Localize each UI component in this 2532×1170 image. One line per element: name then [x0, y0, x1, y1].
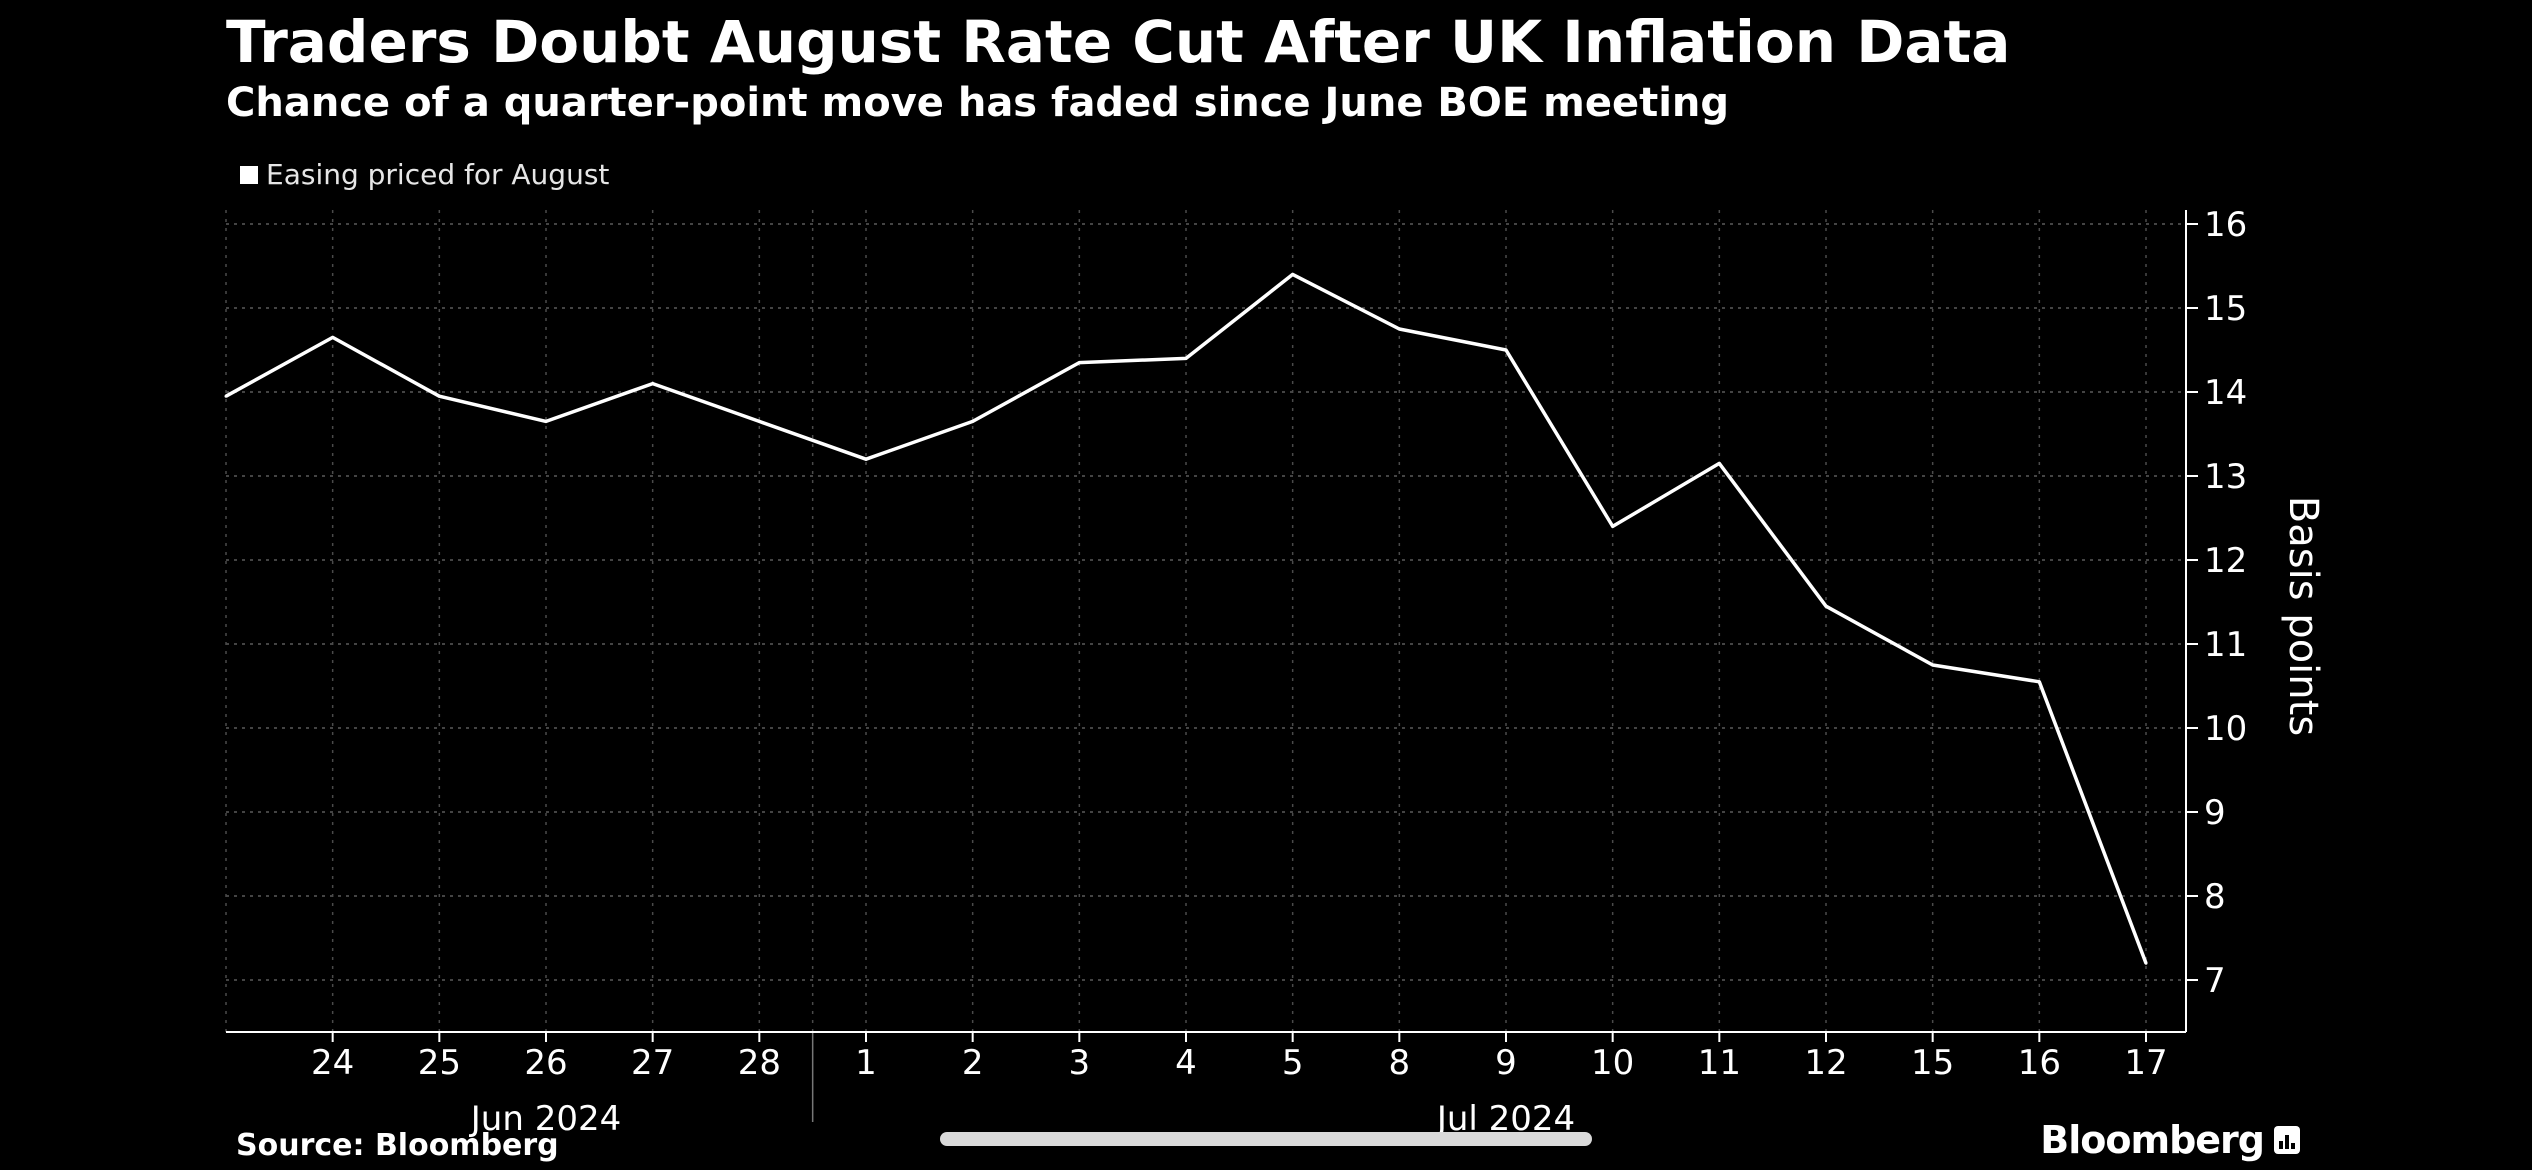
legend-label: Easing priced for August [266, 158, 610, 191]
x-tick-label: 15 [1911, 1043, 1954, 1083]
x-tick-label: 25 [418, 1043, 461, 1083]
x-tick-label: 8 [1389, 1043, 1411, 1083]
source-note: Source: Bloomberg [236, 1128, 559, 1163]
data-point [971, 419, 975, 423]
data-point [1397, 327, 1401, 331]
data-point [2037, 680, 2041, 684]
terminal-icon [2274, 1126, 2300, 1154]
x-tick-label: 27 [631, 1043, 674, 1083]
brand-logo: Bloomberg [2040, 1118, 2300, 1162]
y-axis-title: Basis points [2280, 496, 2326, 736]
data-point [864, 457, 868, 461]
data-point [1184, 356, 1188, 360]
x-tick-label: 1 [855, 1043, 877, 1083]
x-tick-label: 5 [1282, 1043, 1304, 1083]
data-point [757, 419, 761, 423]
data-point [1611, 524, 1615, 528]
data-point [2144, 961, 2148, 965]
x-tick-label: 3 [1069, 1043, 1091, 1083]
y-tick-label: 12 [2204, 541, 2247, 581]
chart-subtitle: Chance of a quarter-point move has faded… [226, 80, 1730, 126]
data-point [224, 394, 228, 398]
data-point [1504, 348, 1508, 352]
x-group-label: Jun 2024 [469, 1099, 621, 1139]
legend: Easing priced for August [240, 158, 609, 191]
y-tick-label: 14 [2204, 373, 2247, 413]
x-tick-label: 26 [524, 1043, 567, 1083]
x-tick-label: 12 [1804, 1043, 1847, 1083]
y-tick-label: 15 [2204, 289, 2247, 329]
x-tick-label: 2 [962, 1043, 984, 1083]
data-point [651, 382, 655, 386]
x-tick-label: 24 [311, 1043, 354, 1083]
x-tick-label: 16 [2018, 1043, 2061, 1083]
y-tick-label: 9 [2204, 793, 2226, 833]
y-tick-label: 7 [2204, 961, 2226, 1001]
home-indicator[interactable] [940, 1132, 1592, 1146]
data-point [1291, 272, 1295, 276]
x-tick-label: 9 [1495, 1043, 1517, 1083]
x-tick-label: 11 [1698, 1043, 1741, 1083]
x-tick-label: 28 [738, 1043, 781, 1083]
chart-title: Traders Doubt August Rate Cut After UK I… [226, 8, 2011, 76]
y-tick-label: 13 [2204, 457, 2247, 497]
data-point [1931, 663, 1935, 667]
brand-name: Bloomberg [2040, 1118, 2265, 1162]
x-tick-label: 17 [2124, 1043, 2167, 1083]
data-point [544, 419, 548, 423]
legend-swatch [240, 165, 258, 184]
data-point [1717, 461, 1721, 465]
data-point [1077, 361, 1081, 365]
x-tick-label: 10 [1591, 1043, 1634, 1083]
data-point [331, 335, 335, 339]
y-tick-label: 10 [2204, 709, 2247, 749]
data-point [1824, 604, 1828, 608]
y-tick-label: 8 [2204, 877, 2226, 917]
data-point [437, 394, 441, 398]
y-tick-label: 16 [2204, 205, 2247, 245]
y-tick-label: 11 [2204, 625, 2247, 665]
x-tick-label: 4 [1175, 1043, 1197, 1083]
